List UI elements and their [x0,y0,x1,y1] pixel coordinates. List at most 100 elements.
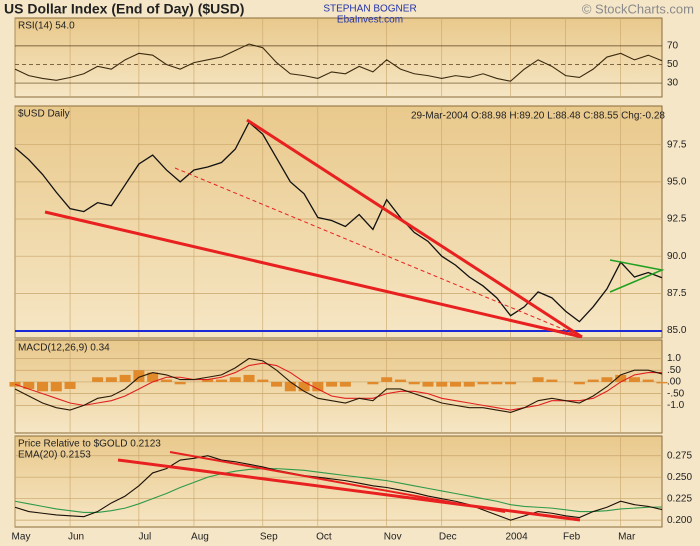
y-tick-label: 30 [667,78,679,89]
bar [587,379,599,382]
bar [394,379,406,382]
panel-label: RSI(14) 54.0 [18,21,75,32]
series-line [14,357,663,413]
bar [422,381,434,387]
triangle [609,259,665,293]
bar [160,379,172,382]
bar [628,377,640,382]
x-tick-label: Jun [68,532,84,543]
y-tick-label: 87.5 [667,288,687,299]
y-tick-label: 92.5 [667,214,687,225]
y-tick-label: 50 [667,59,679,70]
trend-line [117,458,581,522]
bar [215,379,227,382]
panels: 70 50 30 RSI(14) 54.0 97.5 95.0 92.5 90.0 87.5 85… [9,17,692,543]
bar [37,381,49,392]
trend-line [169,451,506,513]
x-tick-label: Oct [316,532,332,543]
bar [408,381,420,385]
panel-label: $USD Daily [18,109,70,120]
y-tick-label: 0.225 [667,493,692,504]
bar [642,379,654,382]
bar [23,381,35,389]
panel [14,17,663,98]
bar [326,381,338,387]
y-tick-label: .00 [667,377,681,388]
bar [601,377,613,382]
trend-line [174,167,583,338]
x-tick-label: Mar [618,532,636,543]
x-tick-label: May [12,532,31,543]
bar [339,381,351,387]
bar [64,381,76,389]
panel-label: MACD(12,26,9) 0.34 [18,343,110,354]
chart-title: US Dollar Index (End of Day) ($USD) [4,1,244,17]
y-tick-label: 0.275 [667,450,692,461]
x-tick-label: Feb [563,532,581,543]
bar [50,381,62,392]
x-tick-label: Dec [439,532,457,543]
series-line [14,362,662,411]
y-tick-label: 0.250 [667,472,692,483]
y-tick-label: 97.5 [667,139,687,150]
series-line [14,121,663,323]
bar [491,381,503,385]
x-tick-label: Nov [384,532,402,543]
bar [298,381,310,392]
bar [505,381,517,385]
bar [92,377,104,382]
bar [367,381,379,385]
bar [243,374,255,382]
trend-line [246,118,583,339]
annotations [15,118,665,522]
y-tick-label: 85.0 [667,325,687,336]
y-tick-label: 70 [667,41,679,52]
bar [174,381,186,385]
legend-entry: EMA(20) 0.2153 [18,450,91,461]
series-line [14,455,663,521]
bar [532,377,544,382]
panel [14,105,663,339]
bar [229,377,241,382]
bar [257,379,269,382]
x-tick-label: Sep [260,532,278,543]
bar [573,381,585,385]
bar [202,379,214,382]
bar [436,381,448,387]
y-tick-label: -1.0 [667,400,685,411]
panel-label: Price Relative to $GOLD 0.2123 [18,439,161,450]
bar [271,381,283,387]
x-tick-label: Aug [191,532,209,543]
y-tick-label: 90.0 [667,251,687,262]
author: STEPHAN BOGNER [323,4,416,15]
bar [615,374,627,382]
bar [477,381,489,385]
y-tick-label: 0.200 [667,515,692,526]
bar [119,374,131,382]
bar [312,381,324,392]
y-tick-label: 95.0 [667,176,687,187]
x-tick-label: Jul [138,532,151,543]
bar [105,377,117,382]
bar [463,381,475,387]
x-tick-label: 2004 [505,532,528,543]
bar [133,370,145,382]
copyright: © StockCharts.com [582,1,694,16]
bar [147,372,159,382]
y-tick-label: 1.0 [667,353,681,364]
bar [546,379,558,382]
y-tick-label: .50 [667,365,681,376]
series-line [14,43,663,82]
panel [14,339,663,434]
bar [450,381,462,387]
series-line [14,468,663,513]
quote: 29-Mar-2004 O:88.98 H:89.20 L:88.48 C:88… [411,111,665,122]
y-tick-label: -.50 [667,388,685,399]
bar [284,381,296,392]
site: EbaInvest.com [337,15,403,26]
bar [656,381,668,384]
trend-line [44,210,583,339]
bar [381,377,393,382]
bar [9,381,21,387]
